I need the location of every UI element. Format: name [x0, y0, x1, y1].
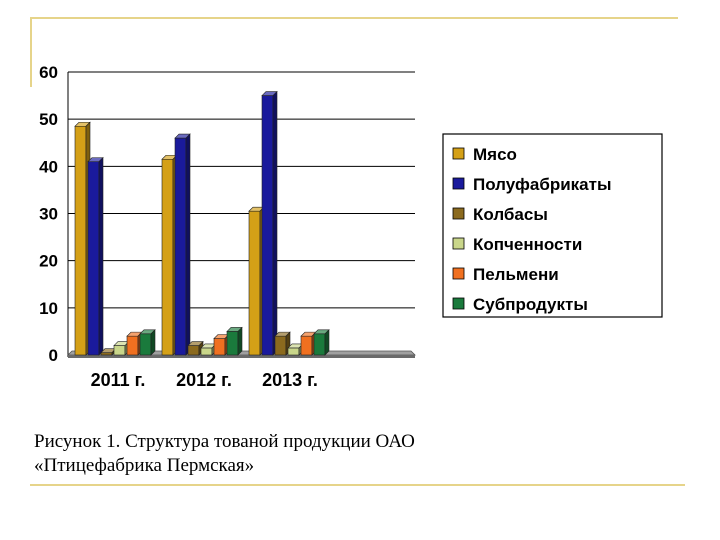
y-axis-ticks: 0 10 20 30 40 50 60: [39, 63, 58, 365]
x-tick-label: 2013 г.: [262, 370, 318, 390]
bar: [226, 326, 243, 356]
y-tick-label: 30: [39, 205, 58, 224]
legend-label: Мясо: [473, 145, 517, 164]
y-tick-label: 0: [49, 346, 58, 365]
legend: Мясо Полуфабрикаты Колбасы Копченности Пельм…: [442, 133, 663, 318]
legend-label: Пельмени: [473, 265, 559, 284]
bar: [313, 329, 330, 356]
legend-label: Копченности: [473, 235, 582, 254]
legend-label: Колбасы: [473, 205, 548, 224]
bar: [261, 90, 278, 356]
bar-chart: 0 10 20 30 40 50 60 2011 г. 2012 г. 2013 г. Мясо…: [39, 63, 663, 390]
chart-floor-edge: [68, 355, 415, 358]
y-tick-label: 60: [39, 63, 58, 82]
frame-bottom-line: [30, 484, 685, 486]
x-tick-label: 2011 г.: [91, 370, 146, 390]
y-tick-label: 40: [39, 157, 58, 176]
y-tick-label: 10: [39, 299, 58, 318]
legend-swatch: [452, 297, 465, 310]
x-tick-label: 2012 г.: [176, 370, 232, 390]
caption-line-2: «Птицефабрика Пермская»: [34, 455, 255, 476]
legend-label: Полуфабрикаты: [473, 175, 611, 194]
figure-caption: Рисунок 1. Структура тованой продукции О…: [34, 430, 674, 478]
frame-left-line: [30, 17, 32, 87]
y-tick-label: 20: [39, 252, 58, 271]
frame-top-line: [30, 17, 678, 19]
legend-label: Субпродукты: [473, 295, 588, 314]
y-tick-label: 50: [39, 110, 58, 129]
legend-swatch: [452, 207, 465, 220]
bar: [174, 133, 191, 356]
bar: [274, 331, 291, 356]
caption-line-1: Рисунок 1. Структура тованой продукции О…: [34, 431, 415, 452]
legend-swatch: [452, 237, 465, 250]
grid-layer: [67, 71, 415, 357]
bar: [139, 329, 156, 356]
bar: [87, 156, 104, 356]
legend-swatch: [452, 147, 465, 160]
legend-box: [442, 133, 663, 318]
bars-layer: [74, 90, 330, 356]
legend-swatch: [452, 177, 465, 190]
legend-swatch: [452, 267, 465, 280]
x-axis-ticks: 2011 г. 2012 г. 2013 г.: [91, 370, 318, 390]
